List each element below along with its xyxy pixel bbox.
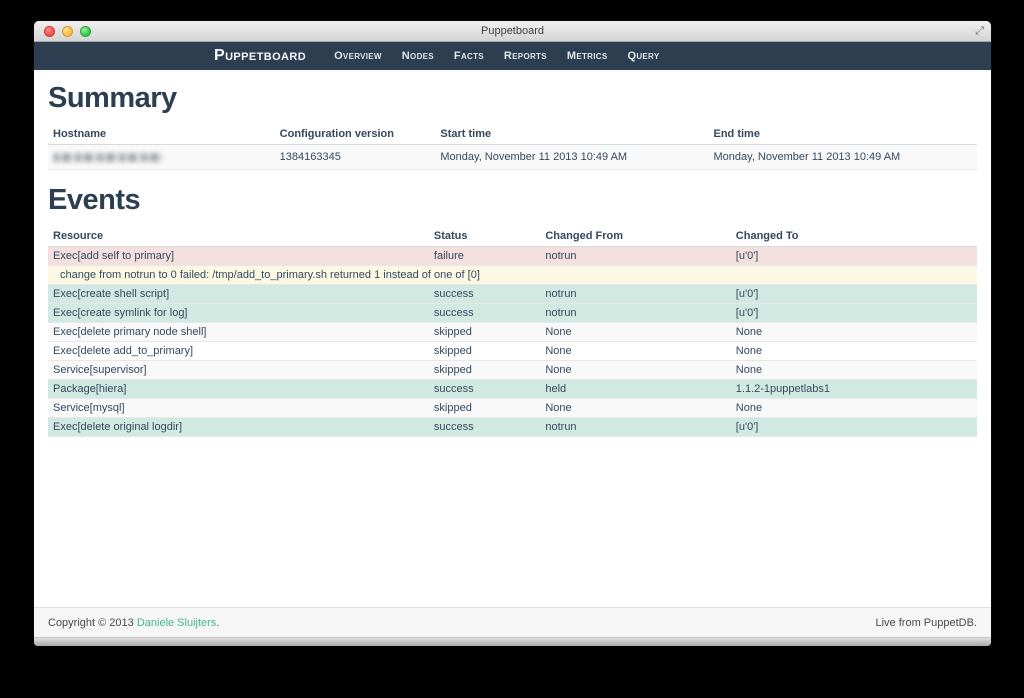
events-col-changed-to: Changed To	[730, 226, 977, 247]
event-changed-to: None	[730, 360, 977, 380]
summary-col-hostname: Hostname	[48, 124, 275, 145]
window-title: Puppetboard	[481, 25, 544, 37]
event-status: skipped	[428, 398, 541, 418]
event-status: failure	[428, 246, 541, 266]
event-resource: Package[hiera]	[48, 379, 429, 399]
event-changed-to: 1.1.2-1puppetlabs1	[730, 379, 977, 399]
window-bottom-bar[interactable]	[34, 637, 991, 646]
window-titlebar[interactable]: Puppetboard ⤢	[34, 21, 991, 42]
minimize-button[interactable]	[62, 26, 73, 37]
nav-item-overview[interactable]: Overview	[334, 50, 382, 62]
event-resource: Exec[create shell script]	[48, 284, 429, 304]
app-navbar: Puppetboard Overview Nodes Facts Reports Met…	[34, 42, 991, 70]
event-changed-from: held	[540, 379, 731, 399]
summary-hostname	[48, 144, 275, 170]
summary-col-start-time: Start time	[435, 124, 709, 145]
traffic-lights	[44, 26, 91, 37]
navbar-menu: Overview Nodes Facts Reports Metrics Query	[324, 50, 669, 62]
event-resource: Exec[delete primary node shell]	[48, 322, 429, 342]
event-changed-from: None	[540, 322, 731, 342]
event-row: Exec[delete add_to_primary] skipped None No…	[48, 341, 977, 361]
events-col-status: Status	[428, 226, 541, 247]
event-row: Exec[add self to primary] failure notrun [u…	[48, 246, 977, 266]
events-col-changed-from: Changed From	[540, 226, 731, 247]
event-resource: Service[mysql]	[48, 398, 429, 418]
event-changed-to: None	[730, 398, 977, 418]
event-status: success	[428, 417, 541, 437]
event-message-row: change from notrun to 0 failed: /tmp/add…	[48, 265, 977, 285]
summary-col-config-version: Configuration version	[274, 124, 436, 145]
events-table: Resource Status Changed From Changed To …	[48, 226, 977, 437]
author-link[interactable]: Daniele Sluijters	[136, 616, 217, 629]
nav-item-facts[interactable]: Facts	[453, 50, 484, 62]
hostname-redacted-blur	[53, 152, 163, 162]
events-col-resource: Resource	[48, 226, 429, 247]
event-status: skipped	[428, 322, 541, 342]
event-resource: Exec[create symlink for log]	[48, 303, 429, 323]
event-row: Service[supervisor] skipped None None	[48, 360, 977, 380]
summary-start-time: Monday, November 11 2013 10:49 AM	[435, 144, 709, 170]
summary-end-time: Monday, November 11 2013 10:49 AM	[708, 144, 977, 170]
event-status: skipped	[428, 360, 541, 380]
event-status: success	[428, 284, 541, 304]
event-changed-from: None	[540, 398, 731, 418]
nav-item-reports[interactable]: Reports	[503, 50, 547, 62]
main-content: Summary Hostname Configuration version S…	[34, 70, 991, 607]
nav-item-metrics[interactable]: Metrics	[566, 50, 608, 62]
puppetdb-status-text: Live from PuppetDB.	[875, 616, 978, 629]
navbar-brand[interactable]: Puppetboard	[214, 47, 307, 64]
event-row: Package[hiera] success held 1.1.2-1puppetla…	[48, 379, 977, 399]
events-heading: Events	[48, 184, 141, 216]
nav-item-query[interactable]: Query	[627, 50, 660, 62]
zoom-button[interactable]	[80, 26, 91, 37]
event-row: Exec[delete original logdir] success notru…	[48, 417, 977, 437]
copyright-suffix: .	[216, 616, 220, 629]
event-changed-from: notrun	[540, 246, 731, 266]
event-changed-to: [u'0']	[730, 284, 977, 304]
event-status: skipped	[428, 341, 541, 361]
event-changed-from: notrun	[540, 284, 731, 304]
summary-col-end-time: End time	[708, 124, 977, 145]
event-changed-to: None	[730, 341, 977, 361]
event-resource: Service[supervisor]	[48, 360, 429, 380]
copyright-text: Copyright © 2013 Daniele Sluijters.	[48, 617, 219, 629]
event-status: success	[428, 303, 541, 323]
event-resource: Exec[delete add_to_primary]	[48, 341, 429, 361]
event-row: Exec[create shell script] success notrun [u…	[48, 284, 977, 304]
event-changed-to: [u'0']	[730, 303, 977, 323]
event-changed-from: None	[540, 360, 731, 380]
event-status: success	[428, 379, 541, 399]
summary-config-version: 1384163345	[274, 144, 436, 170]
event-resource: Exec[delete original logdir]	[48, 417, 429, 437]
events-header-row: Resource Status Changed From Changed To	[48, 226, 977, 247]
fullscreen-icon[interactable]: ⤢	[975, 25, 984, 37]
event-changed-from: notrun	[540, 303, 731, 323]
app-window: Puppetboard ⤢ Puppetboard Overview Nodes F…	[34, 21, 991, 646]
summary-heading: Summary	[48, 82, 177, 114]
close-button[interactable]	[44, 26, 55, 37]
summary-row: 1384163345 Monday, November 11 2013 10:4…	[48, 144, 977, 170]
event-resource: Exec[add self to primary]	[48, 246, 429, 266]
summary-table: Hostname Configuration version Start tim…	[48, 124, 977, 170]
event-changed-to: [u'0']	[730, 246, 977, 266]
event-row: Exec[create symlink for log] success notru…	[48, 303, 977, 323]
summary-header-row: Hostname Configuration version Start tim…	[48, 124, 977, 145]
event-changed-to: [u'0']	[730, 417, 977, 437]
event-message: change from notrun to 0 failed: /tmp/add…	[48, 265, 977, 285]
event-row: Exec[delete primary node shell] skipped No…	[48, 322, 977, 342]
event-row: Service[mysql] skipped None None	[48, 398, 977, 418]
event-changed-to: None	[730, 322, 977, 342]
copyright-prefix: Copyright © 2013	[48, 616, 137, 629]
event-changed-from: notrun	[540, 417, 731, 437]
events-table-body: Exec[add self to primary] failure notrun [u…	[48, 246, 977, 437]
nav-item-nodes[interactable]: Nodes	[401, 50, 434, 62]
event-changed-from: None	[540, 341, 731, 361]
app-footer: Copyright © 2013 Daniele Sluijters. Live…	[34, 607, 991, 637]
